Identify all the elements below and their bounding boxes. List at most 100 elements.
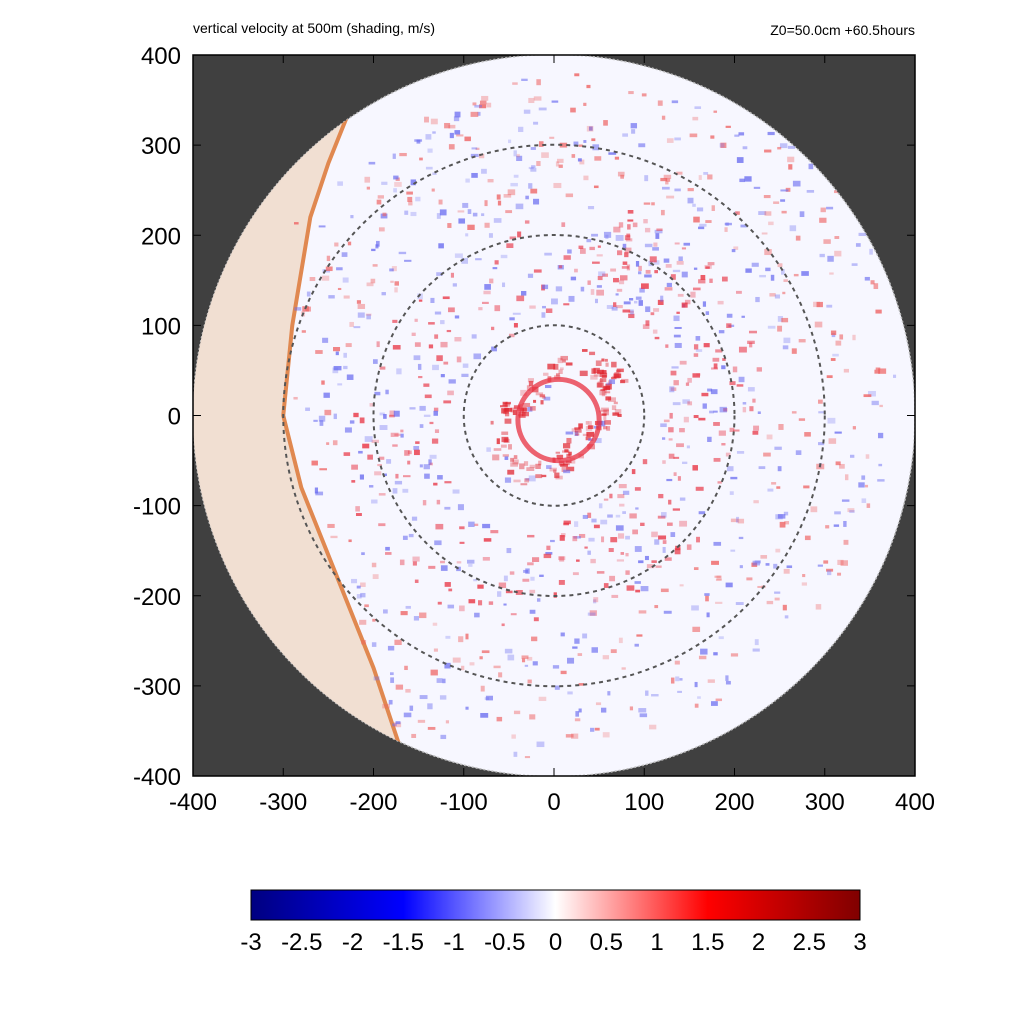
field-cell xyxy=(480,685,485,692)
field-cell xyxy=(521,655,529,659)
field-cell xyxy=(789,225,797,232)
field-cell xyxy=(773,201,780,204)
field-cell xyxy=(816,301,823,308)
field-cell xyxy=(657,515,666,519)
field-cell xyxy=(702,403,707,409)
field-cell xyxy=(536,161,541,167)
field-cell xyxy=(835,461,841,466)
field-cell xyxy=(334,242,339,247)
field-cell xyxy=(687,401,693,406)
field-cell xyxy=(622,133,629,137)
field-cell xyxy=(617,494,625,499)
colorbar-tick-label: 1.5 xyxy=(691,929,724,956)
field-cell xyxy=(643,219,648,224)
field-cell xyxy=(325,266,333,272)
field-cell xyxy=(529,464,536,469)
field-cell xyxy=(364,436,373,442)
field-cell xyxy=(572,572,579,576)
field-cell xyxy=(867,390,876,397)
field-cell xyxy=(791,348,797,354)
field-cell xyxy=(512,312,521,315)
field-cell xyxy=(601,390,606,397)
field-cell xyxy=(719,406,727,413)
field-cell xyxy=(674,188,681,192)
field-cell xyxy=(639,713,648,718)
field-cell xyxy=(452,283,457,287)
field-cell xyxy=(581,349,588,352)
field-cell xyxy=(505,590,513,594)
field-cell xyxy=(752,560,761,566)
field-cell xyxy=(713,410,718,413)
field-cell xyxy=(630,309,634,315)
field-cell xyxy=(764,211,772,216)
colorbar-tick-label: 3 xyxy=(853,929,866,956)
field-cell xyxy=(413,355,421,361)
field-cell xyxy=(693,353,699,357)
field-cell xyxy=(452,657,461,663)
field-cell xyxy=(506,547,512,554)
field-cell xyxy=(457,504,464,511)
field-cell xyxy=(500,444,507,448)
field-cell xyxy=(651,560,657,563)
field-cell xyxy=(434,540,442,546)
field-cell xyxy=(801,582,808,586)
field-cell xyxy=(560,355,568,361)
field-cell xyxy=(404,259,412,262)
field-cell xyxy=(529,305,536,309)
field-cell xyxy=(371,499,378,504)
field-cell xyxy=(597,381,602,388)
field-cell xyxy=(532,557,540,562)
field-cell xyxy=(355,513,362,517)
field-cell xyxy=(744,176,752,182)
field-cell xyxy=(372,618,376,622)
field-cell xyxy=(852,426,856,430)
field-cell xyxy=(360,592,366,598)
land-area xyxy=(193,55,410,776)
field-cell xyxy=(718,330,725,334)
field-cell xyxy=(586,239,592,243)
field-cell xyxy=(419,424,424,428)
field-cell xyxy=(622,511,626,514)
field-cell xyxy=(716,575,722,581)
field-cell xyxy=(844,474,849,481)
field-cell xyxy=(668,427,674,433)
field-cell xyxy=(738,376,745,383)
field-cell xyxy=(594,298,598,304)
field-cell xyxy=(672,508,680,511)
field-cell xyxy=(830,330,837,336)
field-cell xyxy=(594,438,602,444)
field-cell xyxy=(574,638,580,644)
field-cell xyxy=(489,278,494,284)
field-cell xyxy=(611,405,617,411)
field-cell xyxy=(559,142,568,148)
field-cell xyxy=(559,367,564,371)
field-cell xyxy=(337,181,343,186)
field-cell xyxy=(603,426,608,430)
field-cell xyxy=(535,392,544,396)
x-tick-label: -300 xyxy=(259,789,307,816)
field-cell xyxy=(802,574,806,578)
field-cell xyxy=(588,537,595,542)
field-cell xyxy=(410,211,417,217)
field-cell xyxy=(418,375,423,379)
field-cell xyxy=(668,499,672,505)
field-cell xyxy=(433,482,438,486)
y-tick-label: 300 xyxy=(141,133,181,160)
field-cell xyxy=(614,156,620,160)
field-cell xyxy=(613,302,617,307)
field-cell xyxy=(735,602,744,606)
field-cell xyxy=(378,523,386,527)
field-cell xyxy=(477,584,484,589)
field-cell xyxy=(677,690,682,693)
field-cell xyxy=(626,585,635,591)
field-cell xyxy=(725,125,731,128)
field-cell xyxy=(394,433,401,436)
field-cell xyxy=(776,486,781,489)
field-cell xyxy=(400,433,404,438)
field-cell xyxy=(780,189,789,192)
field-cell xyxy=(490,420,494,425)
field-cell xyxy=(390,280,394,283)
field-cell xyxy=(367,454,373,460)
field-cell xyxy=(840,560,848,566)
field-cell xyxy=(574,521,579,527)
